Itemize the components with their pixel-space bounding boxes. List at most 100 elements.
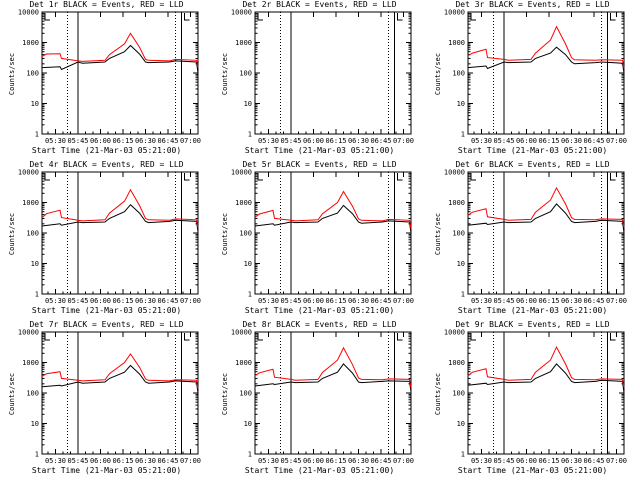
- x-tick-label: 06:45: [583, 137, 604, 145]
- plot-area: 1 10 100 1000 10000 05:30 05:45 06:00 06:15 06:30…: [231, 329, 414, 466]
- corner-bracket: [470, 333, 476, 341]
- x-tick-label: 06:30: [348, 457, 369, 465]
- lld-series-line: [467, 186, 625, 228]
- events-series-line: [467, 46, 625, 74]
- x-tick-label: 07:00: [180, 137, 201, 145]
- x-tick-label: 06:30: [561, 137, 582, 145]
- x-tick-label: 05:45: [280, 457, 301, 465]
- corner-bracket: [257, 13, 263, 21]
- x-axis-label: Start Time (21-Mar-03 05:21:00): [31, 466, 182, 475]
- x-tick-label: 07:00: [606, 457, 627, 465]
- events-series-line: [41, 364, 199, 394]
- y-tick-label: 1: [248, 131, 252, 139]
- axes-frame: [467, 171, 625, 295]
- x-tick-label: 07:00: [393, 297, 414, 305]
- panel-title: Det 3r BLACK = Events, RED = LLD: [455, 0, 610, 9]
- y-tick-label: 100: [452, 390, 465, 398]
- x-tick-label: 05:30: [471, 137, 492, 145]
- y-axis-label: Counts/sec: [434, 52, 442, 96]
- y-tick-label: 1: [461, 131, 465, 139]
- lld-series-line: [41, 353, 199, 389]
- x-tick-label: 06:45: [157, 297, 178, 305]
- y-tick-label: 1000: [22, 199, 39, 207]
- y-tick-label: 1000: [22, 359, 39, 367]
- x-tick-label: 06:15: [112, 137, 133, 145]
- y-tick-label: 1: [35, 451, 39, 459]
- x-tick-label: 06:45: [583, 457, 604, 465]
- panel-title: Det 9r BLACK = Events, RED = LLD: [455, 320, 610, 329]
- x-tick-label: 05:30: [45, 137, 66, 145]
- y-tick-label: 1000: [448, 199, 465, 207]
- panel-title: Det 1r BLACK = Events, RED = LLD: [29, 0, 184, 9]
- x-tick-label: 06:30: [135, 137, 156, 145]
- x-tick-label: 06:30: [135, 297, 156, 305]
- detector-panel: Det 7r BLACK = Events, RED = LLD 1 10 100 10…: [0, 320, 213, 480]
- x-axis-label: Start Time (21-Mar-03 05:21:00): [244, 306, 395, 315]
- x-tick-label: 05:45: [67, 297, 88, 305]
- y-tick-label: 1000: [235, 39, 252, 47]
- corner-bracket: [397, 333, 403, 341]
- panel-title: Det 7r BLACK = Events, RED = LLD: [29, 320, 184, 329]
- y-tick-label: 100: [26, 230, 39, 238]
- x-tick-label: 05:30: [258, 137, 279, 145]
- x-tick-label: 06:00: [516, 137, 537, 145]
- corner-bracket: [257, 173, 263, 181]
- detector-panel: Det 8r BLACK = Events, RED = LLD 1 10 100 10…: [213, 320, 426, 480]
- corner-bracket: [470, 173, 476, 181]
- x-tick-label: 06:45: [370, 297, 391, 305]
- axes-frame: [254, 11, 412, 135]
- y-axis-label: Counts/sec: [8, 372, 16, 416]
- x-tick-label: 05:30: [45, 457, 66, 465]
- x-tick-label: 06:15: [325, 297, 346, 305]
- y-tick-label: 10000: [231, 169, 252, 177]
- lld-series-line: [254, 346, 412, 388]
- corner-bracket: [184, 333, 190, 341]
- lld-series-line: [254, 190, 412, 229]
- x-tick-label: 06:30: [135, 457, 156, 465]
- detector-panel: Det 9r BLACK = Events, RED = LLD 1 10 100 10…: [426, 320, 639, 480]
- events-series-line: [41, 44, 199, 74]
- y-tick-label: 100: [452, 70, 465, 78]
- y-tick-label: 10: [457, 420, 465, 428]
- x-tick-label: 06:15: [325, 457, 346, 465]
- y-tick-label: 100: [239, 70, 252, 78]
- lld-series-line: [41, 188, 199, 228]
- y-tick-label: 1000: [235, 359, 252, 367]
- axes-frame: [254, 171, 412, 295]
- x-tick-label: 07:00: [393, 137, 414, 145]
- plot-area: 1 10 100 1000 10000 05:30 05:45 06:00 06:15 06:30…: [18, 9, 201, 146]
- y-axis-label: Counts/sec: [434, 372, 442, 416]
- x-tick-label: 07:00: [180, 297, 201, 305]
- x-tick-label: 06:00: [303, 137, 324, 145]
- x-tick-label: 06:00: [90, 297, 111, 305]
- x-tick-label: 05:30: [471, 297, 492, 305]
- corner-bracket: [184, 13, 190, 21]
- x-tick-label: 06:45: [370, 457, 391, 465]
- plot-area: 1 10 100 1000 10000 05:30 05:45 06:00 06:15 06:30…: [18, 169, 201, 306]
- axes-frame: [467, 11, 625, 135]
- panel-title: Det 6r BLACK = Events, RED = LLD: [455, 160, 610, 169]
- x-tick-label: 06:30: [561, 457, 582, 465]
- x-tick-label: 06:00: [516, 297, 537, 305]
- x-tick-label: 05:45: [280, 137, 301, 145]
- x-tick-label: 05:45: [493, 297, 514, 305]
- x-tick-label: 07:00: [180, 457, 201, 465]
- panel-title: Det 2r BLACK = Events, RED = LLD: [242, 0, 397, 9]
- y-tick-label: 10000: [231, 9, 252, 17]
- panel-title: Det 5r BLACK = Events, RED = LLD: [242, 160, 397, 169]
- x-tick-label: 06:15: [325, 137, 346, 145]
- y-tick-label: 1: [461, 451, 465, 459]
- x-tick-label: 05:45: [67, 457, 88, 465]
- x-tick-label: 07:00: [393, 457, 414, 465]
- x-tick-label: 05:45: [493, 457, 514, 465]
- x-axis-label: Start Time (21-Mar-03 05:21:00): [457, 146, 608, 155]
- x-axis-label: Start Time (21-Mar-03 05:21:00): [457, 306, 608, 315]
- events-series-line: [254, 363, 412, 392]
- y-tick-label: 10000: [444, 169, 465, 177]
- x-axis-label: Start Time (21-Mar-03 05:21:00): [31, 306, 182, 315]
- y-tick-label: 100: [26, 390, 39, 398]
- y-tick-label: 1: [35, 291, 39, 299]
- x-tick-label: 05:45: [493, 137, 514, 145]
- axes-frame: [467, 331, 625, 455]
- x-tick-label: 06:15: [112, 457, 133, 465]
